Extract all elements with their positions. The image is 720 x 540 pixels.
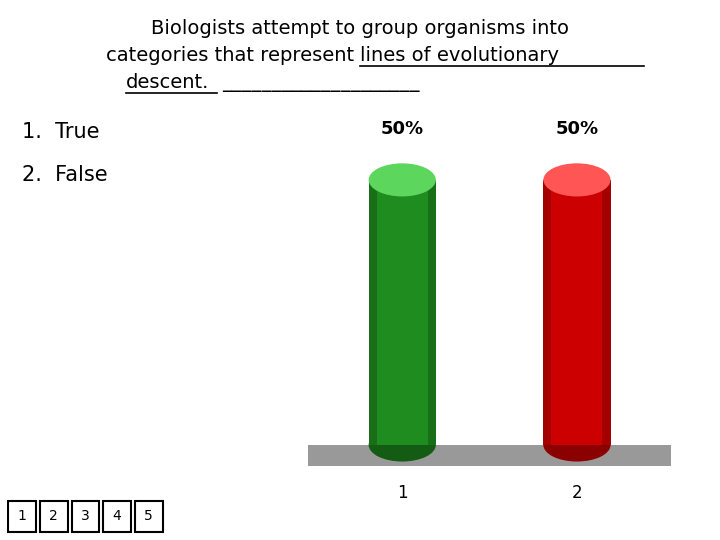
Text: 50%: 50% bbox=[555, 120, 598, 138]
Text: categories that represent: categories that represent bbox=[106, 46, 360, 65]
FancyBboxPatch shape bbox=[71, 501, 99, 531]
FancyBboxPatch shape bbox=[8, 501, 36, 531]
Ellipse shape bbox=[369, 163, 436, 197]
Bar bbox=[544, 180, 552, 445]
Text: 4: 4 bbox=[113, 509, 122, 523]
Text: descent.: descent. bbox=[126, 73, 210, 92]
Bar bbox=[603, 180, 611, 445]
Text: 5: 5 bbox=[145, 509, 153, 523]
Text: lines of evolutionary: lines of evolutionary bbox=[360, 46, 559, 65]
FancyBboxPatch shape bbox=[40, 501, 68, 531]
Bar bbox=[369, 180, 436, 445]
Text: 1.  True: 1. True bbox=[22, 122, 99, 141]
Text: 1: 1 bbox=[18, 509, 27, 523]
Bar bbox=[544, 180, 611, 445]
Polygon shape bbox=[308, 445, 671, 466]
FancyBboxPatch shape bbox=[135, 501, 163, 531]
Text: 50%: 50% bbox=[381, 120, 424, 138]
Text: 2: 2 bbox=[50, 509, 58, 523]
Text: 2.  False: 2. False bbox=[22, 165, 107, 185]
Text: 2: 2 bbox=[572, 484, 582, 502]
Bar bbox=[428, 180, 436, 445]
Ellipse shape bbox=[369, 428, 436, 462]
Text: Biologists attempt to group organisms into: Biologists attempt to group organisms in… bbox=[151, 19, 569, 38]
Text: 1: 1 bbox=[397, 484, 408, 502]
Ellipse shape bbox=[544, 163, 611, 197]
Bar bbox=[369, 180, 377, 445]
Ellipse shape bbox=[544, 428, 611, 462]
Text: lines of evolutionary: lines of evolutionary bbox=[360, 46, 559, 65]
Text: ____________________: ____________________ bbox=[222, 73, 419, 92]
FancyBboxPatch shape bbox=[103, 501, 131, 531]
Text: 3: 3 bbox=[81, 509, 90, 523]
